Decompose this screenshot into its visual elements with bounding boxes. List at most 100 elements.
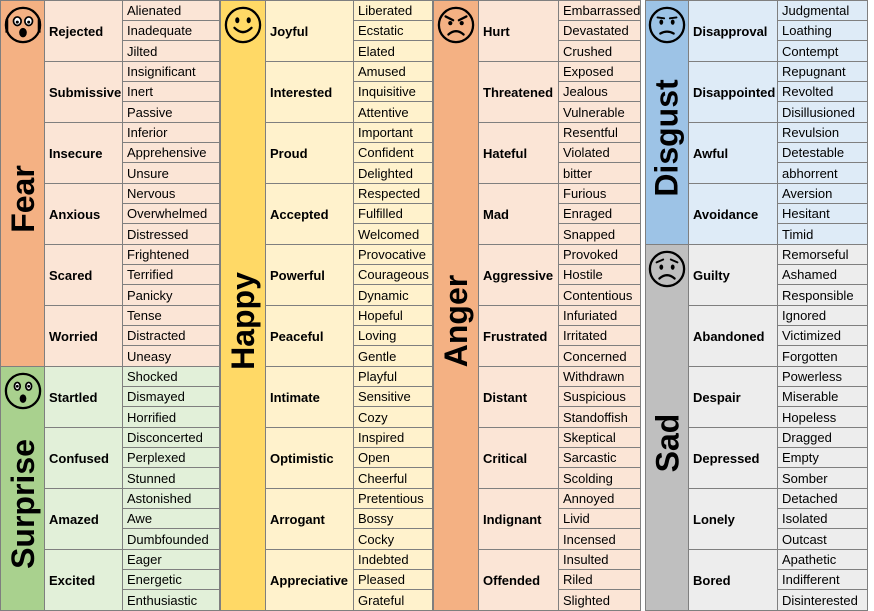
emotion-word-cell: Indebted bbox=[353, 549, 433, 570]
emotion-label-frustrated: Frustrated bbox=[478, 305, 559, 367]
sad-face-icon bbox=[648, 250, 686, 288]
emotion-word-cell: Scolding bbox=[558, 467, 641, 489]
emotion-word-cell: Hesitant bbox=[777, 203, 868, 224]
emotion-word-cell: Hopeless bbox=[777, 406, 868, 428]
emotion-word-cell: bitter bbox=[558, 162, 641, 184]
emotion-label-offended: Offended bbox=[478, 549, 559, 611]
emotion-word-cell: Detached bbox=[777, 488, 868, 509]
emotion-word-cell: Ashamed bbox=[777, 264, 868, 285]
emotion-word-cell: Alienated bbox=[122, 0, 220, 21]
emotion-label-lonely: Lonely bbox=[688, 488, 778, 550]
emotion-word-cell: Crushed bbox=[558, 40, 641, 62]
emotion-word-cell: Distracted bbox=[122, 325, 220, 346]
emotion-word-cell: Provoked bbox=[558, 244, 641, 265]
emotion-label-worried: Worried bbox=[44, 305, 123, 367]
emotion-word-cell: Shocked bbox=[122, 366, 220, 387]
emotion-word-cell: Slighted bbox=[558, 589, 641, 611]
emotion-word-cell: Irritated bbox=[558, 325, 641, 346]
emotion-word-cell: Sarcastic bbox=[558, 447, 641, 468]
emotion-word-cell: Remorseful bbox=[777, 244, 868, 265]
emotion-word-cell: Withdrawn bbox=[558, 366, 641, 387]
emotion-word-cell: Pleased bbox=[353, 569, 433, 590]
emotion-word-cell: Inquisitive bbox=[353, 81, 433, 102]
surprised-face-icon bbox=[4, 372, 42, 410]
emotion-word-cell: Disinterested bbox=[777, 589, 868, 611]
emotion-word-cell: Unsure bbox=[122, 162, 220, 184]
emotion-label-insecure: Insecure bbox=[44, 122, 123, 184]
emotion-word-cell: Snapped bbox=[558, 223, 641, 245]
emotion-label-depressed: Depressed bbox=[688, 427, 778, 489]
angry-face-icon bbox=[437, 6, 475, 44]
emotion-word-cell: Revolted bbox=[777, 81, 868, 102]
emotion-label-distant: Distant bbox=[478, 366, 559, 428]
emotion-word-cell: Resentful bbox=[558, 122, 641, 143]
emotion-word-cell: Furious bbox=[558, 183, 641, 204]
emotion-word-cell: Gentle bbox=[353, 345, 433, 367]
emotion-word-cell: Cheerful bbox=[353, 467, 433, 489]
emotion-word-cell: Insulted bbox=[558, 549, 641, 570]
emotion-word-cell: Amused bbox=[353, 61, 433, 82]
emotion-word-cell: Miserable bbox=[777, 386, 868, 407]
emotion-word-cell: Suspicious bbox=[558, 386, 641, 407]
emotion-word-cell: Inadequate bbox=[122, 20, 220, 41]
emotion-label-despair: Despair bbox=[688, 366, 778, 428]
emotion-word-cell: Energetic bbox=[122, 569, 220, 590]
emotion-word-cell: Skeptical bbox=[558, 427, 641, 448]
emotion-word-cell: Timid bbox=[777, 223, 868, 245]
emotion-label-abandoned: Abandoned bbox=[688, 305, 778, 367]
emotion-word-cell: Hostile bbox=[558, 264, 641, 285]
emotion-word-cell: Incensed bbox=[558, 528, 641, 550]
emotion-word-cell: Cocky bbox=[353, 528, 433, 550]
emotion-word-cell: Disillusioned bbox=[777, 101, 868, 123]
emotion-word-cell: Awe bbox=[122, 508, 220, 529]
emotion-word-cell: Hopeful bbox=[353, 305, 433, 326]
sad-title: Sad bbox=[649, 413, 685, 472]
smiling-face-icon bbox=[224, 6, 262, 44]
emotion-word-cell: Open bbox=[353, 447, 433, 468]
emotion-label-bored: Bored bbox=[688, 549, 778, 611]
emotion-word-cell: Livid bbox=[558, 508, 641, 529]
emotion-label-appreciative: Appreciative bbox=[265, 549, 354, 611]
emotion-word-cell: Loathing bbox=[777, 20, 868, 41]
emotion-word-cell: Respected bbox=[353, 183, 433, 204]
emotion-word-cell: Eager bbox=[122, 549, 220, 570]
emotion-word-cell: Contempt bbox=[777, 40, 868, 62]
emotion-label-optimistic: Optimistic bbox=[265, 427, 354, 489]
emotion-label-peaceful: Peaceful bbox=[265, 305, 354, 367]
emotion-label-aggressive: Aggressive bbox=[478, 244, 559, 306]
disgust-title: Disgust bbox=[649, 78, 685, 197]
emotion-label-excited: Excited bbox=[44, 549, 123, 611]
emotion-word-cell: Dumbfounded bbox=[122, 528, 220, 550]
emotion-word-cell: Powerless bbox=[777, 366, 868, 387]
sad-band: Sad bbox=[645, 244, 689, 611]
emotion-label-awful: Awful bbox=[688, 122, 778, 184]
emotion-word-cell: Terrified bbox=[122, 264, 220, 285]
emotion-word-cell: Grateful bbox=[353, 589, 433, 611]
emotion-word-cell: Jilted bbox=[122, 40, 220, 62]
emotion-word-cell: Outcast bbox=[777, 528, 868, 550]
emotion-word-cell: Welcomed bbox=[353, 223, 433, 245]
emotion-label-amazed: Amazed bbox=[44, 488, 123, 550]
emotion-word-cell: Indifferent bbox=[777, 569, 868, 590]
emotion-word-cell: Somber bbox=[777, 467, 868, 489]
emotion-label-confused: Confused bbox=[44, 427, 123, 489]
emotion-label-threatened: Threatened bbox=[478, 61, 559, 123]
anger-title: Anger bbox=[438, 274, 475, 367]
emotion-word-cell: Horrified bbox=[122, 406, 220, 428]
emotion-word-cell: Perplexed bbox=[122, 447, 220, 468]
emotion-word-cell: Frightened bbox=[122, 244, 220, 265]
emotion-word-cell: Attentive bbox=[353, 101, 433, 123]
emotion-label-indignant: Indignant bbox=[478, 488, 559, 550]
emotion-word-cell: Playful bbox=[353, 366, 433, 387]
emotion-word-cell: Stunned bbox=[122, 467, 220, 489]
displeased-face-icon bbox=[648, 6, 686, 44]
emotion-label-joyful: Joyful bbox=[265, 0, 354, 62]
emotion-word-cell: Apathetic bbox=[777, 549, 868, 570]
emotion-word-cell: Isolated bbox=[777, 508, 868, 529]
emotion-label-guilty: Guilty bbox=[688, 244, 778, 306]
emotion-label-proud: Proud bbox=[265, 122, 354, 184]
emotion-word-cell: Delighted bbox=[353, 162, 433, 184]
emotion-word-cell: Bossy bbox=[353, 508, 433, 529]
emotion-word-cell: Provocative bbox=[353, 244, 433, 265]
